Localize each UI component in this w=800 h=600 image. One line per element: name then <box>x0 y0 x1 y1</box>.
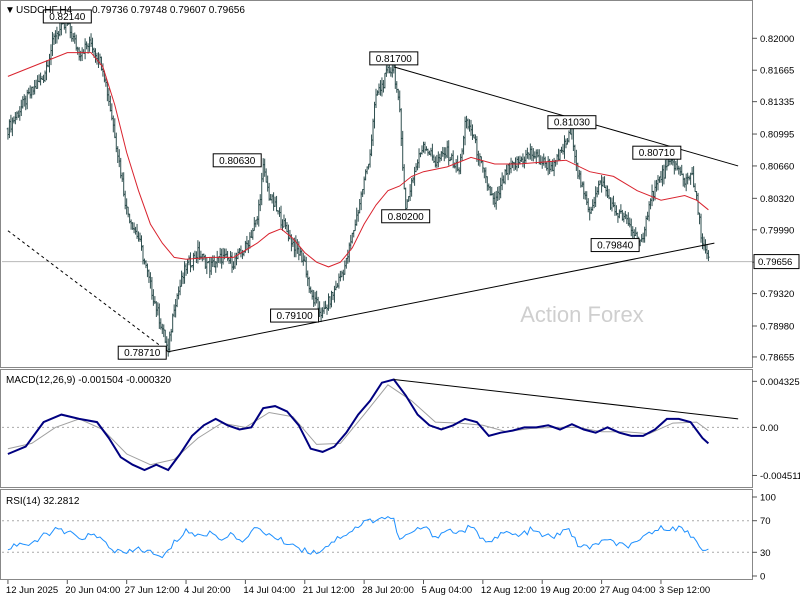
rsi-line <box>7 515 709 559</box>
price-panel-frame <box>0 0 753 368</box>
macd-signal-line <box>7 384 709 466</box>
price-tick-label: 0.79990 <box>760 225 794 236</box>
ohlc-values: 0.79736 0.79748 0.79607 0.79656 <box>92 5 245 16</box>
price-annotation-label: 0.81030 <box>554 118 591 129</box>
rsi-panel-frame <box>0 489 753 580</box>
price-tick-label: 0.81665 <box>760 66 794 77</box>
price-tick-label: 0.78980 <box>760 321 794 332</box>
price-tick-label: 0.82000 <box>760 34 794 45</box>
x-tick-label: 14 Jul 04:00 <box>243 585 295 596</box>
current-price-label: 0.79656 <box>758 257 792 268</box>
x-tick-label: 21 Jul 12:00 <box>303 585 355 596</box>
watermark: Action Forex <box>520 302 644 327</box>
macd-tick-label: 0.004325 <box>760 377 800 388</box>
macd-trendline <box>393 378 739 420</box>
current-price-box <box>753 254 800 270</box>
rsi-tick-label: 0 <box>760 572 765 583</box>
x-tick-label: 20 Jun 04:00 <box>65 585 120 596</box>
x-tick-label: 19 Aug 20:00 <box>540 585 596 596</box>
x-tick-label: 3 Sep 12:00 <box>659 585 710 596</box>
price-annotation-label: 0.81700 <box>376 54 413 65</box>
price-tick-label: 0.78655 <box>760 352 794 363</box>
price-annotation-label: 0.80200 <box>388 212 425 223</box>
moving-average-line <box>7 52 709 268</box>
price-tick-label: 0.79320 <box>760 289 794 300</box>
price-annotation-box <box>369 51 419 66</box>
price-annotation-label: 0.79100 <box>276 311 313 322</box>
x-tick-label: 5 Aug 04:00 <box>421 585 472 596</box>
rsi-tick-label: 100 <box>760 493 776 504</box>
price-annotation-box <box>590 238 640 253</box>
price-tick-label: 0.81335 <box>760 97 794 108</box>
macd-tick-label: 0.00 <box>760 423 779 434</box>
price-trendline <box>7 230 169 353</box>
price-annotation-label: 0.82140 <box>49 12 86 23</box>
macd-title: MACD(12,26,9) -0.001504 -0.000320 <box>6 375 172 386</box>
x-tick-label: 28 Jul 20:00 <box>362 585 414 596</box>
price-annotation-box <box>270 308 320 323</box>
price-annotation-box <box>547 115 597 130</box>
price-annotation-label: 0.80630 <box>219 156 256 167</box>
x-tick-label: 27 Jun 12:00 <box>125 585 180 596</box>
x-axis: 12 Jun 2025 20 Jun 04:00 27 Jun 12:00 4 Jul… <box>6 580 710 596</box>
price-annotation-box <box>212 153 262 168</box>
price-tick-label: 0.80995 <box>760 130 794 141</box>
x-tick-label: 4 Jul 20:00 <box>184 585 230 596</box>
macd-line <box>7 378 710 472</box>
x-tick-label: 27 Aug 04:00 <box>600 585 656 596</box>
price-layer: 0.82000 0.81665 0.81335 0.80995 0.80660 0.803… <box>2 9 800 363</box>
macd-tick-label: -0.004511 <box>760 471 800 482</box>
x-tick-label: 12 Aug 12:00 <box>481 585 537 596</box>
price-tick-label: 0.80320 <box>760 194 794 205</box>
rsi-title: RSI(14) 32.2812 <box>6 496 80 507</box>
price-annotation-box <box>117 345 167 360</box>
price-annotation-label: 0.78710 <box>124 348 161 359</box>
rsi-layer: 100 70 30 0 <box>2 493 776 583</box>
price-annotation-label: 0.79840 <box>597 241 634 252</box>
macd-panel-frame <box>0 369 753 488</box>
rsi-tick-label: 70 <box>760 516 771 527</box>
price-annotation-label: 0.80710 <box>639 148 676 159</box>
x-tick-label: 12 Jun 2025 <box>6 585 58 596</box>
macd-layer: 0.004325 0.00 -0.004511 <box>2 377 800 482</box>
price-annotation-box <box>381 209 431 224</box>
menu-triangle-icon[interactable]: ▼ <box>5 5 15 16</box>
symbol-label: USDCHF,H4 <box>16 5 73 16</box>
rsi-tick-label: 30 <box>760 548 771 559</box>
price-trendline <box>168 242 715 353</box>
price-annotation-box <box>42 9 92 24</box>
price-tick-label: 0.80660 <box>760 161 794 172</box>
price-annotation-box <box>632 145 682 160</box>
